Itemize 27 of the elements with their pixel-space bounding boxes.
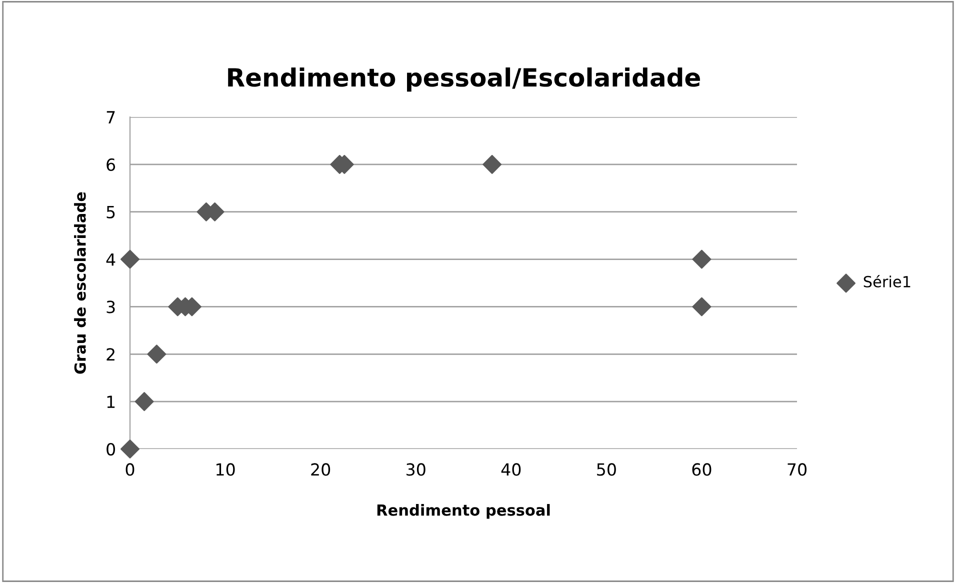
x-tick-label: 20 xyxy=(311,463,330,476)
x-tick-label: 0 xyxy=(126,463,134,476)
y-tick-label: 0 xyxy=(106,442,116,456)
y-tick-label: 3 xyxy=(106,300,115,314)
legend-label: Série1 xyxy=(864,274,910,288)
x-tick-label: 60 xyxy=(692,463,712,476)
point xyxy=(147,344,166,364)
point xyxy=(120,440,140,458)
x-tick-label: 40 xyxy=(501,463,521,476)
y-tick-label: 5 xyxy=(106,206,115,218)
point xyxy=(482,154,502,174)
y-tick-label: 4 xyxy=(106,253,116,266)
y-tick-label: 1 xyxy=(107,396,115,408)
y-axis-title: Grau de escolaridade xyxy=(74,192,86,374)
point xyxy=(134,392,154,412)
point xyxy=(692,250,712,269)
y-tick-label: 7 xyxy=(106,111,115,124)
point xyxy=(692,297,712,316)
y-tick-label: 6 xyxy=(106,158,116,171)
x-tick-label: 10 xyxy=(216,463,235,476)
point xyxy=(120,250,140,269)
y-tick-label: 2 xyxy=(106,348,114,360)
chart-title: Rendimento pessoal/Escolaridade xyxy=(228,67,700,92)
x-tick-label: 30 xyxy=(406,463,426,476)
x-tick-label: 50 xyxy=(597,463,616,476)
x-axis-title: Rendimento pessoal xyxy=(377,504,550,519)
x-tick-label: 70 xyxy=(788,463,806,476)
